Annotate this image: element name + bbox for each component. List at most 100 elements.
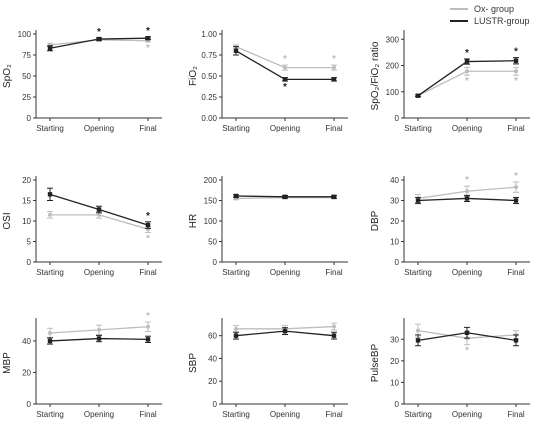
- data-point: [415, 93, 421, 98]
- y-axis-label: OSI: [2, 212, 13, 229]
- data-point: [233, 333, 239, 338]
- data-point: [145, 222, 151, 228]
- significance-marker: *: [146, 311, 150, 322]
- data-point: [464, 330, 470, 335]
- significance-marker: *: [332, 54, 336, 65]
- y-tick-label: 0.75: [201, 51, 217, 60]
- data-point: [47, 46, 53, 51]
- data-point: [96, 207, 102, 212]
- data-point: [145, 36, 151, 41]
- y-tick-label: 40: [390, 176, 399, 185]
- panel-spo-fio-ratio: 0 100 200 300 Starting Opening Final SpO₂/FiO₂ …: [370, 30, 530, 133]
- x-tick-label: Starting: [222, 268, 250, 277]
- significance-marker: *: [465, 48, 469, 59]
- data-point: [465, 69, 469, 74]
- significance-marker: *: [514, 171, 518, 182]
- y-tick-label: 5: [27, 238, 32, 247]
- significance-marker: *: [146, 211, 150, 222]
- data-point: [96, 336, 102, 341]
- x-tick-label: Final: [325, 124, 343, 133]
- y-tick-label: 1.00: [201, 30, 217, 39]
- data-point: [96, 36, 102, 42]
- x-tick-label: Final: [325, 268, 343, 277]
- x-tick-label: Final: [507, 268, 525, 277]
- data-point: [282, 77, 288, 82]
- panel-hr: 0 50 100 150 200 Starting Opening Final HR: [188, 176, 348, 277]
- y-axis-label: MBP: [2, 352, 13, 374]
- x-tick-label: Starting: [404, 124, 432, 133]
- x-tick-label: Opening: [452, 268, 482, 277]
- data-point: [464, 59, 470, 64]
- x-tick-label: Opening: [452, 124, 482, 133]
- y-tick-label: 150: [204, 197, 218, 206]
- y-tick-label: 40: [208, 354, 217, 363]
- data-point: [415, 338, 421, 343]
- significance-marker: *: [146, 26, 150, 37]
- y-tick-label: 0.25: [201, 93, 217, 102]
- data-point: [514, 69, 518, 74]
- y-tick-label: 0: [395, 114, 400, 123]
- significance-marker: *: [146, 43, 150, 54]
- data-point: [48, 331, 52, 336]
- data-point: [464, 196, 470, 201]
- y-tick-label: 30: [390, 197, 399, 206]
- y-axis-label: DBP: [370, 210, 381, 231]
- significance-marker: *: [97, 27, 101, 38]
- data-point: [332, 65, 336, 70]
- y-tick-label: 0.00: [201, 114, 217, 123]
- x-tick-label: Final: [507, 410, 525, 419]
- panel-pulsebp: 0 10 20 30 Starting Opening Final PulseBP *: [370, 318, 530, 419]
- significance-marker: *: [283, 54, 287, 65]
- y-tick-label: 0: [27, 114, 32, 123]
- data-point: [331, 333, 337, 338]
- y-tick-label: 100: [18, 30, 32, 39]
- y-tick-label: 15: [22, 197, 31, 206]
- y-tick-label: 300: [386, 35, 400, 44]
- panel-osi: 0 5 10 15 20 Starting Opening Final OSI * *: [2, 176, 162, 277]
- x-tick-label: Opening: [270, 410, 300, 419]
- y-tick-label: 200: [386, 62, 400, 71]
- data-point: [145, 337, 151, 342]
- y-tick-label: 0: [213, 400, 218, 409]
- x-tick-label: Opening: [84, 410, 114, 419]
- x-tick-label: Opening: [270, 124, 300, 133]
- legend-label-ox: Ox- group: [474, 4, 514, 14]
- y-axis-label: SpO₂: [2, 64, 13, 88]
- x-tick-label: Opening: [84, 124, 114, 133]
- significance-marker: *: [465, 346, 469, 357]
- y-tick-label: 60: [208, 332, 217, 341]
- x-tick-label: Starting: [222, 124, 250, 133]
- data-point: [48, 212, 52, 217]
- y-tick-label: 200: [204, 176, 218, 185]
- panel-fio-: 0.00 0.25 0.50 0.75 1.00 Starting Opening Final…: [188, 30, 348, 133]
- y-tick-label: 100: [386, 88, 400, 97]
- legend: Ox- group LUSTR-group: [450, 4, 530, 26]
- y-tick-label: 0.50: [201, 72, 217, 81]
- x-tick-label: Opening: [270, 268, 300, 277]
- y-axis-label: PulseBP: [370, 343, 381, 382]
- y-tick-label: 10: [22, 217, 31, 226]
- data-point: [97, 212, 101, 217]
- data-point: [513, 338, 519, 343]
- data-point: [282, 328, 288, 334]
- y-tick-label: 30: [390, 335, 399, 344]
- data-point: [331, 77, 337, 82]
- y-axis-label: SBP: [188, 353, 199, 373]
- data-point: [332, 324, 336, 329]
- data-point: [146, 324, 150, 329]
- significance-marker: *: [283, 82, 287, 93]
- y-tick-label: 20: [390, 357, 399, 366]
- x-tick-label: Final: [507, 124, 525, 133]
- x-tick-label: Final: [139, 124, 157, 133]
- significance-marker: *: [146, 233, 150, 244]
- data-point: [331, 194, 337, 200]
- data-point: [282, 194, 288, 200]
- x-tick-label: Starting: [404, 410, 432, 419]
- significance-marker: *: [465, 76, 469, 87]
- y-tick-label: 0: [213, 258, 218, 267]
- significance-marker: *: [514, 47, 518, 58]
- x-tick-label: Starting: [36, 268, 64, 277]
- panel-spo-: 0 25 50 75 100 Starting Opening Final SpO₂ * * *: [2, 26, 162, 133]
